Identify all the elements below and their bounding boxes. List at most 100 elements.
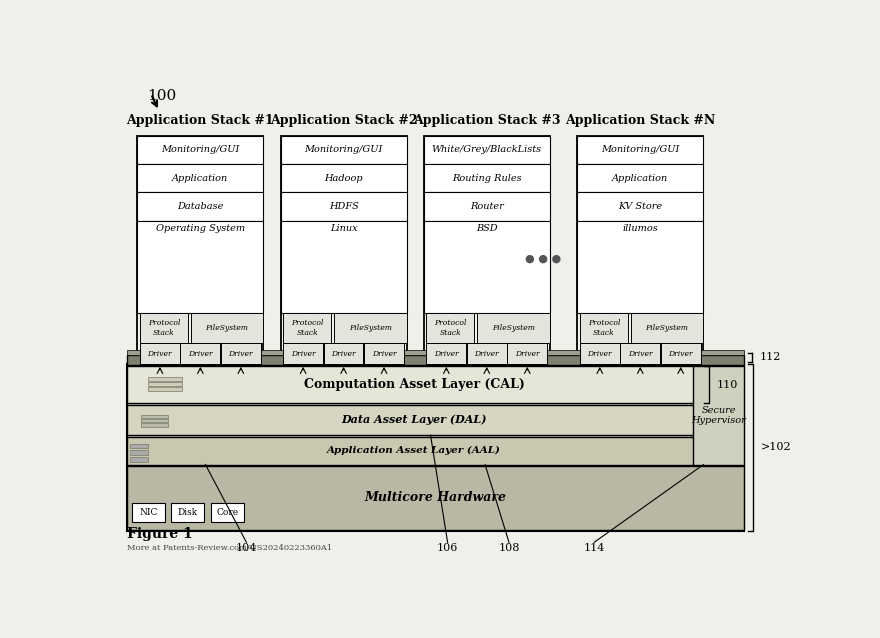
Bar [140, 313, 188, 343]
Text: Driver: Driver [588, 350, 612, 358]
Bar [141, 419, 168, 422]
Bar [137, 221, 263, 313]
Bar [424, 164, 550, 193]
Text: Disk: Disk [178, 508, 198, 517]
Text: Figure 1: Figure 1 [127, 527, 193, 541]
Bar [364, 343, 404, 364]
Text: 112: 112 [760, 352, 781, 362]
Bar [424, 193, 550, 221]
Text: Driver: Driver [515, 350, 539, 358]
Text: Protocol
Stack: Protocol Stack [148, 320, 180, 337]
Bar [127, 366, 701, 403]
Bar [130, 450, 148, 456]
Text: Hadoop: Hadoop [324, 174, 363, 182]
Text: Driver: Driver [434, 350, 458, 358]
Text: Driver: Driver [669, 350, 693, 358]
Bar [467, 343, 507, 364]
Bar [148, 382, 181, 386]
Bar [283, 343, 323, 364]
Bar [172, 503, 204, 522]
Bar [424, 135, 550, 364]
Bar [577, 193, 703, 221]
Text: Monitoring/GUI: Monitoring/GUI [601, 145, 679, 154]
Text: 100: 100 [148, 89, 177, 103]
Text: Multicore Hardware: Multicore Hardware [364, 491, 507, 504]
Bar [130, 457, 148, 462]
Text: Application Asset Layer (AAL): Application Asset Layer (AAL) [327, 446, 501, 456]
Bar [141, 424, 168, 427]
Bar [577, 135, 703, 164]
Bar [127, 364, 744, 531]
Text: Driver: Driver [628, 350, 653, 358]
Text: Monitoring/GUI: Monitoring/GUI [304, 145, 383, 154]
Text: Driver: Driver [371, 350, 396, 358]
Bar [580, 313, 627, 343]
Bar [631, 313, 703, 343]
Bar [281, 135, 407, 364]
Bar [132, 503, 165, 522]
Bar [281, 164, 407, 193]
Bar [661, 343, 700, 364]
Text: Application Stack #N: Application Stack #N [565, 114, 715, 127]
Text: Computation Asset Layer (CAL): Computation Asset Layer (CAL) [304, 378, 524, 391]
Bar [577, 221, 703, 313]
Bar [127, 355, 744, 365]
Bar [283, 313, 331, 343]
Bar [577, 135, 703, 364]
Bar [127, 436, 701, 464]
Bar [137, 193, 263, 221]
Bar [137, 135, 263, 364]
Bar [477, 313, 550, 343]
Text: FileSystem: FileSystem [348, 324, 392, 332]
Text: White/Grey/BlackLists: White/Grey/BlackLists [432, 145, 542, 154]
Text: Driver: Driver [331, 350, 356, 358]
Bar [580, 343, 620, 364]
Text: NIC: NIC [139, 508, 158, 517]
Bar [180, 343, 220, 364]
Bar [334, 313, 407, 343]
Text: FileSystem: FileSystem [492, 324, 535, 332]
Text: >102: >102 [761, 443, 792, 452]
Text: Routing Rules: Routing Rules [452, 174, 522, 182]
Bar [620, 343, 660, 364]
Text: Application: Application [172, 174, 229, 182]
Text: FileSystem: FileSystem [206, 324, 248, 332]
Text: Protocol
Stack: Protocol Stack [588, 320, 620, 337]
Text: Core: Core [216, 508, 238, 517]
Text: Driver: Driver [229, 350, 253, 358]
Text: 108: 108 [498, 543, 520, 553]
Bar [577, 164, 703, 193]
Text: Secure
Hypervisor: Secure Hypervisor [692, 406, 746, 426]
Bar [221, 343, 260, 364]
Text: Driver: Driver [148, 350, 172, 358]
Text: Application Stack #1: Application Stack #1 [127, 114, 275, 127]
Bar [427, 313, 474, 343]
Text: Monitoring/GUI: Monitoring/GUI [161, 145, 239, 154]
Bar [281, 221, 407, 313]
Bar [127, 404, 701, 435]
Text: BSD: BSD [476, 225, 497, 234]
Text: Driver: Driver [474, 350, 499, 358]
Bar [424, 221, 550, 313]
Text: FileSystem: FileSystem [645, 324, 688, 332]
Bar [693, 366, 744, 464]
Text: 110: 110 [716, 380, 738, 390]
Text: Application: Application [612, 174, 669, 182]
Text: 104: 104 [236, 543, 257, 553]
Bar [140, 343, 180, 364]
Bar [508, 343, 547, 364]
Bar [148, 387, 181, 391]
Bar [427, 343, 466, 364]
Text: Linux: Linux [330, 225, 357, 234]
Text: Application Stack #3: Application Stack #3 [413, 114, 561, 127]
Text: illumos: illumos [622, 225, 658, 234]
Text: KV Store: KV Store [618, 202, 663, 211]
Text: 114: 114 [583, 543, 605, 553]
Text: Driver: Driver [188, 350, 213, 358]
Bar [130, 443, 148, 449]
Bar [148, 377, 181, 381]
Text: Data Asset Layer (DAL): Data Asset Layer (DAL) [341, 415, 487, 426]
Text: Protocol
Stack: Protocol Stack [291, 320, 324, 337]
Bar [281, 193, 407, 221]
Text: HDFS: HDFS [329, 202, 358, 211]
